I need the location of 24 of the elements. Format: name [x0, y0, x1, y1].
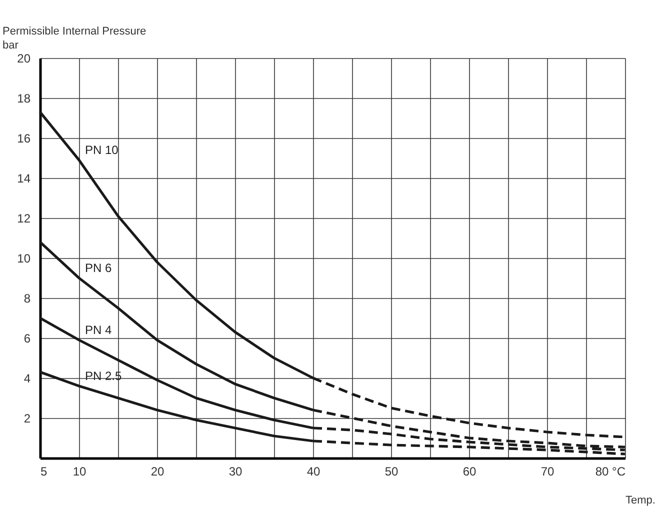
x-tick-label: 10: [72, 464, 86, 478]
y-tick-label: 18: [17, 92, 31, 106]
x-tick-label: 5: [40, 464, 48, 478]
y-tick-label: 16: [17, 132, 31, 146]
x-axis-title: Temp.: [626, 494, 656, 506]
y-tick-label: 14: [17, 172, 31, 186]
series-label: PN 10: [85, 143, 119, 157]
y-tick-label: 4: [24, 372, 31, 386]
series-label: PN 6: [85, 261, 112, 275]
y-tick-label: 10: [17, 252, 31, 266]
x-tick-label: 30: [228, 464, 242, 478]
y-tick-label: 12: [17, 212, 31, 226]
y-tick-label: 20: [17, 52, 31, 66]
x-tick-label: 60: [462, 464, 476, 478]
x-tick-label: 40: [306, 464, 320, 478]
y-tick-label: 2: [24, 412, 31, 426]
x-tick-label: 20: [150, 464, 164, 478]
y-tick-label: 8: [24, 292, 31, 306]
x-tick-label: 70: [540, 464, 554, 478]
y-axis-title: Permissible Internal Pressure bar: [2, 26, 146, 52]
x-tick-label: 50: [384, 464, 398, 478]
series-label: PN 4: [85, 323, 112, 337]
x-tick-label: 80 °C: [595, 464, 626, 478]
y-tick-label: 6: [24, 332, 31, 346]
